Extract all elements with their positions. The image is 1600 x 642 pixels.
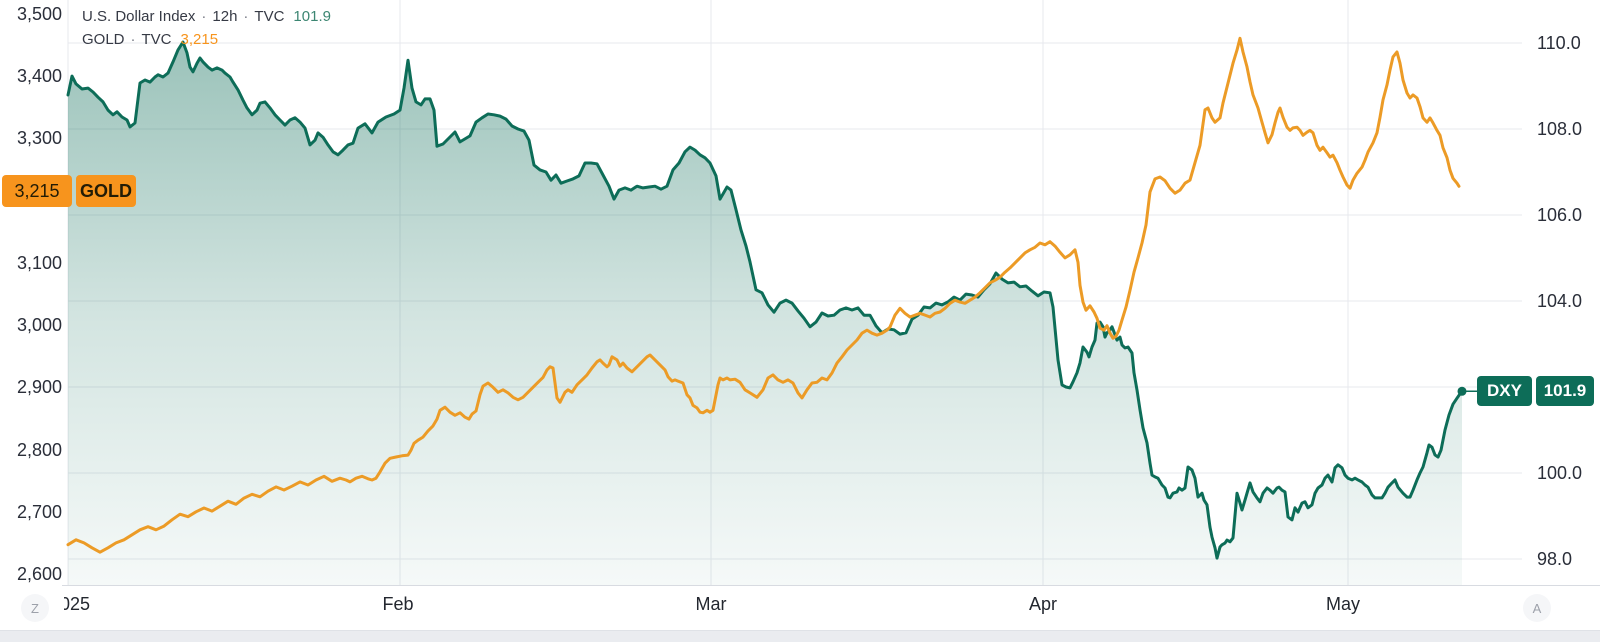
legend-gold-value: 3,215 [180, 31, 219, 48]
legend-gold-exchange: TVC [141, 31, 172, 48]
right-axis-label: 100.0 [1537, 463, 1583, 483]
dxy-last-price-dot [1457, 386, 1467, 396]
legend-dxy-value: 101.9 [293, 8, 331, 25]
legend-row-gold[interactable]: GOLD · TVC 3,215 [82, 31, 331, 54]
gold-last-price-badge: 3,215 [2, 175, 72, 208]
legend-separator: · [201, 8, 207, 25]
time-axis-label: Mar [695, 594, 727, 614]
legend-dxy-exchange: TVC [254, 8, 285, 25]
dxy-line-series [66, 40, 1464, 560]
time-axis-label: May [1325, 594, 1361, 614]
time-axis-label: Apr [1028, 594, 1058, 614]
gold-line-series [66, 36, 1461, 554]
left-axis-label: 3,300 [16, 128, 62, 149]
legend-dxy-interval: 12h [212, 8, 238, 25]
legend-separator: · [243, 8, 249, 25]
auto-scale-button[interactable]: A [1523, 594, 1551, 622]
dxy-area-fill [68, 42, 1462, 586]
legend-gold-title: GOLD [82, 31, 125, 48]
right-axis-label: 106.0 [1537, 205, 1583, 225]
left-axis-label: 2,800 [16, 439, 62, 460]
left-axis-label: 3,100 [16, 252, 62, 273]
legend-separator: · [130, 31, 136, 48]
dxy-last-price-badge: 101.9 [1536, 376, 1594, 407]
legend: U.S. Dollar Index · 12h · TVC 101.9 GOLD · TVC 3… [82, 8, 331, 54]
gold-series-label-badge: GOLD [76, 175, 136, 208]
legend-row-dxy[interactable]: U.S. Dollar Index · 12h · TVC 101.9 [82, 8, 331, 31]
right-axis-label: 104.0 [1537, 291, 1583, 311]
left-axis-label: 2,900 [16, 377, 62, 398]
bottom-toolbar-strip [0, 630, 1600, 642]
left-axis-label: 3,000 [16, 315, 62, 336]
left-axis-label: 2,700 [16, 501, 62, 522]
dxy-series-label-badge: DXY [1477, 376, 1532, 407]
time-axis-label: Feb [382, 594, 414, 614]
zoom-out-button[interactable]: Z [21, 594, 49, 622]
left-axis-label: 2,600 [16, 563, 62, 584]
left-axis-label: 3,500 [16, 3, 62, 24]
time-axis-label-year: 2025 [64, 594, 91, 614]
time-axis-separator [62, 585, 1600, 586]
right-axis-label: 108.0 [1537, 119, 1583, 139]
legend-dxy-title: U.S. Dollar Index [82, 8, 196, 25]
right-axis-label: 98.0 [1537, 549, 1573, 569]
left-axis-label: 3,400 [16, 66, 62, 87]
right-axis-label: 110.0 [1537, 33, 1581, 53]
